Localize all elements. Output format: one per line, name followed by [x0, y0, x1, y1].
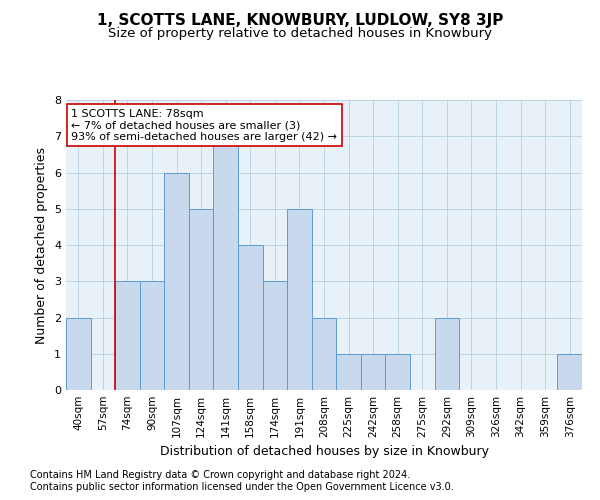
Text: 1, SCOTTS LANE, KNOWBURY, LUDLOW, SY8 3JP: 1, SCOTTS LANE, KNOWBURY, LUDLOW, SY8 3J…: [97, 12, 503, 28]
Bar: [336, 354, 361, 390]
Bar: [361, 354, 385, 390]
Text: Contains HM Land Registry data © Crown copyright and database right 2024.: Contains HM Land Registry data © Crown c…: [30, 470, 410, 480]
Bar: [115, 281, 140, 390]
Bar: [66, 318, 91, 390]
Bar: [140, 281, 164, 390]
Bar: [385, 354, 410, 390]
Bar: [312, 318, 336, 390]
Bar: [214, 136, 238, 390]
Y-axis label: Number of detached properties: Number of detached properties: [35, 146, 49, 344]
Bar: [189, 209, 214, 390]
Bar: [238, 245, 263, 390]
X-axis label: Distribution of detached houses by size in Knowbury: Distribution of detached houses by size …: [160, 446, 488, 458]
Bar: [164, 172, 189, 390]
Bar: [434, 318, 459, 390]
Text: 1 SCOTTS LANE: 78sqm
← 7% of detached houses are smaller (3)
93% of semi-detache: 1 SCOTTS LANE: 78sqm ← 7% of detached ho…: [71, 108, 337, 142]
Bar: [263, 281, 287, 390]
Text: Contains public sector information licensed under the Open Government Licence v3: Contains public sector information licen…: [30, 482, 454, 492]
Bar: [287, 209, 312, 390]
Text: Size of property relative to detached houses in Knowbury: Size of property relative to detached ho…: [108, 28, 492, 40]
Bar: [557, 354, 582, 390]
